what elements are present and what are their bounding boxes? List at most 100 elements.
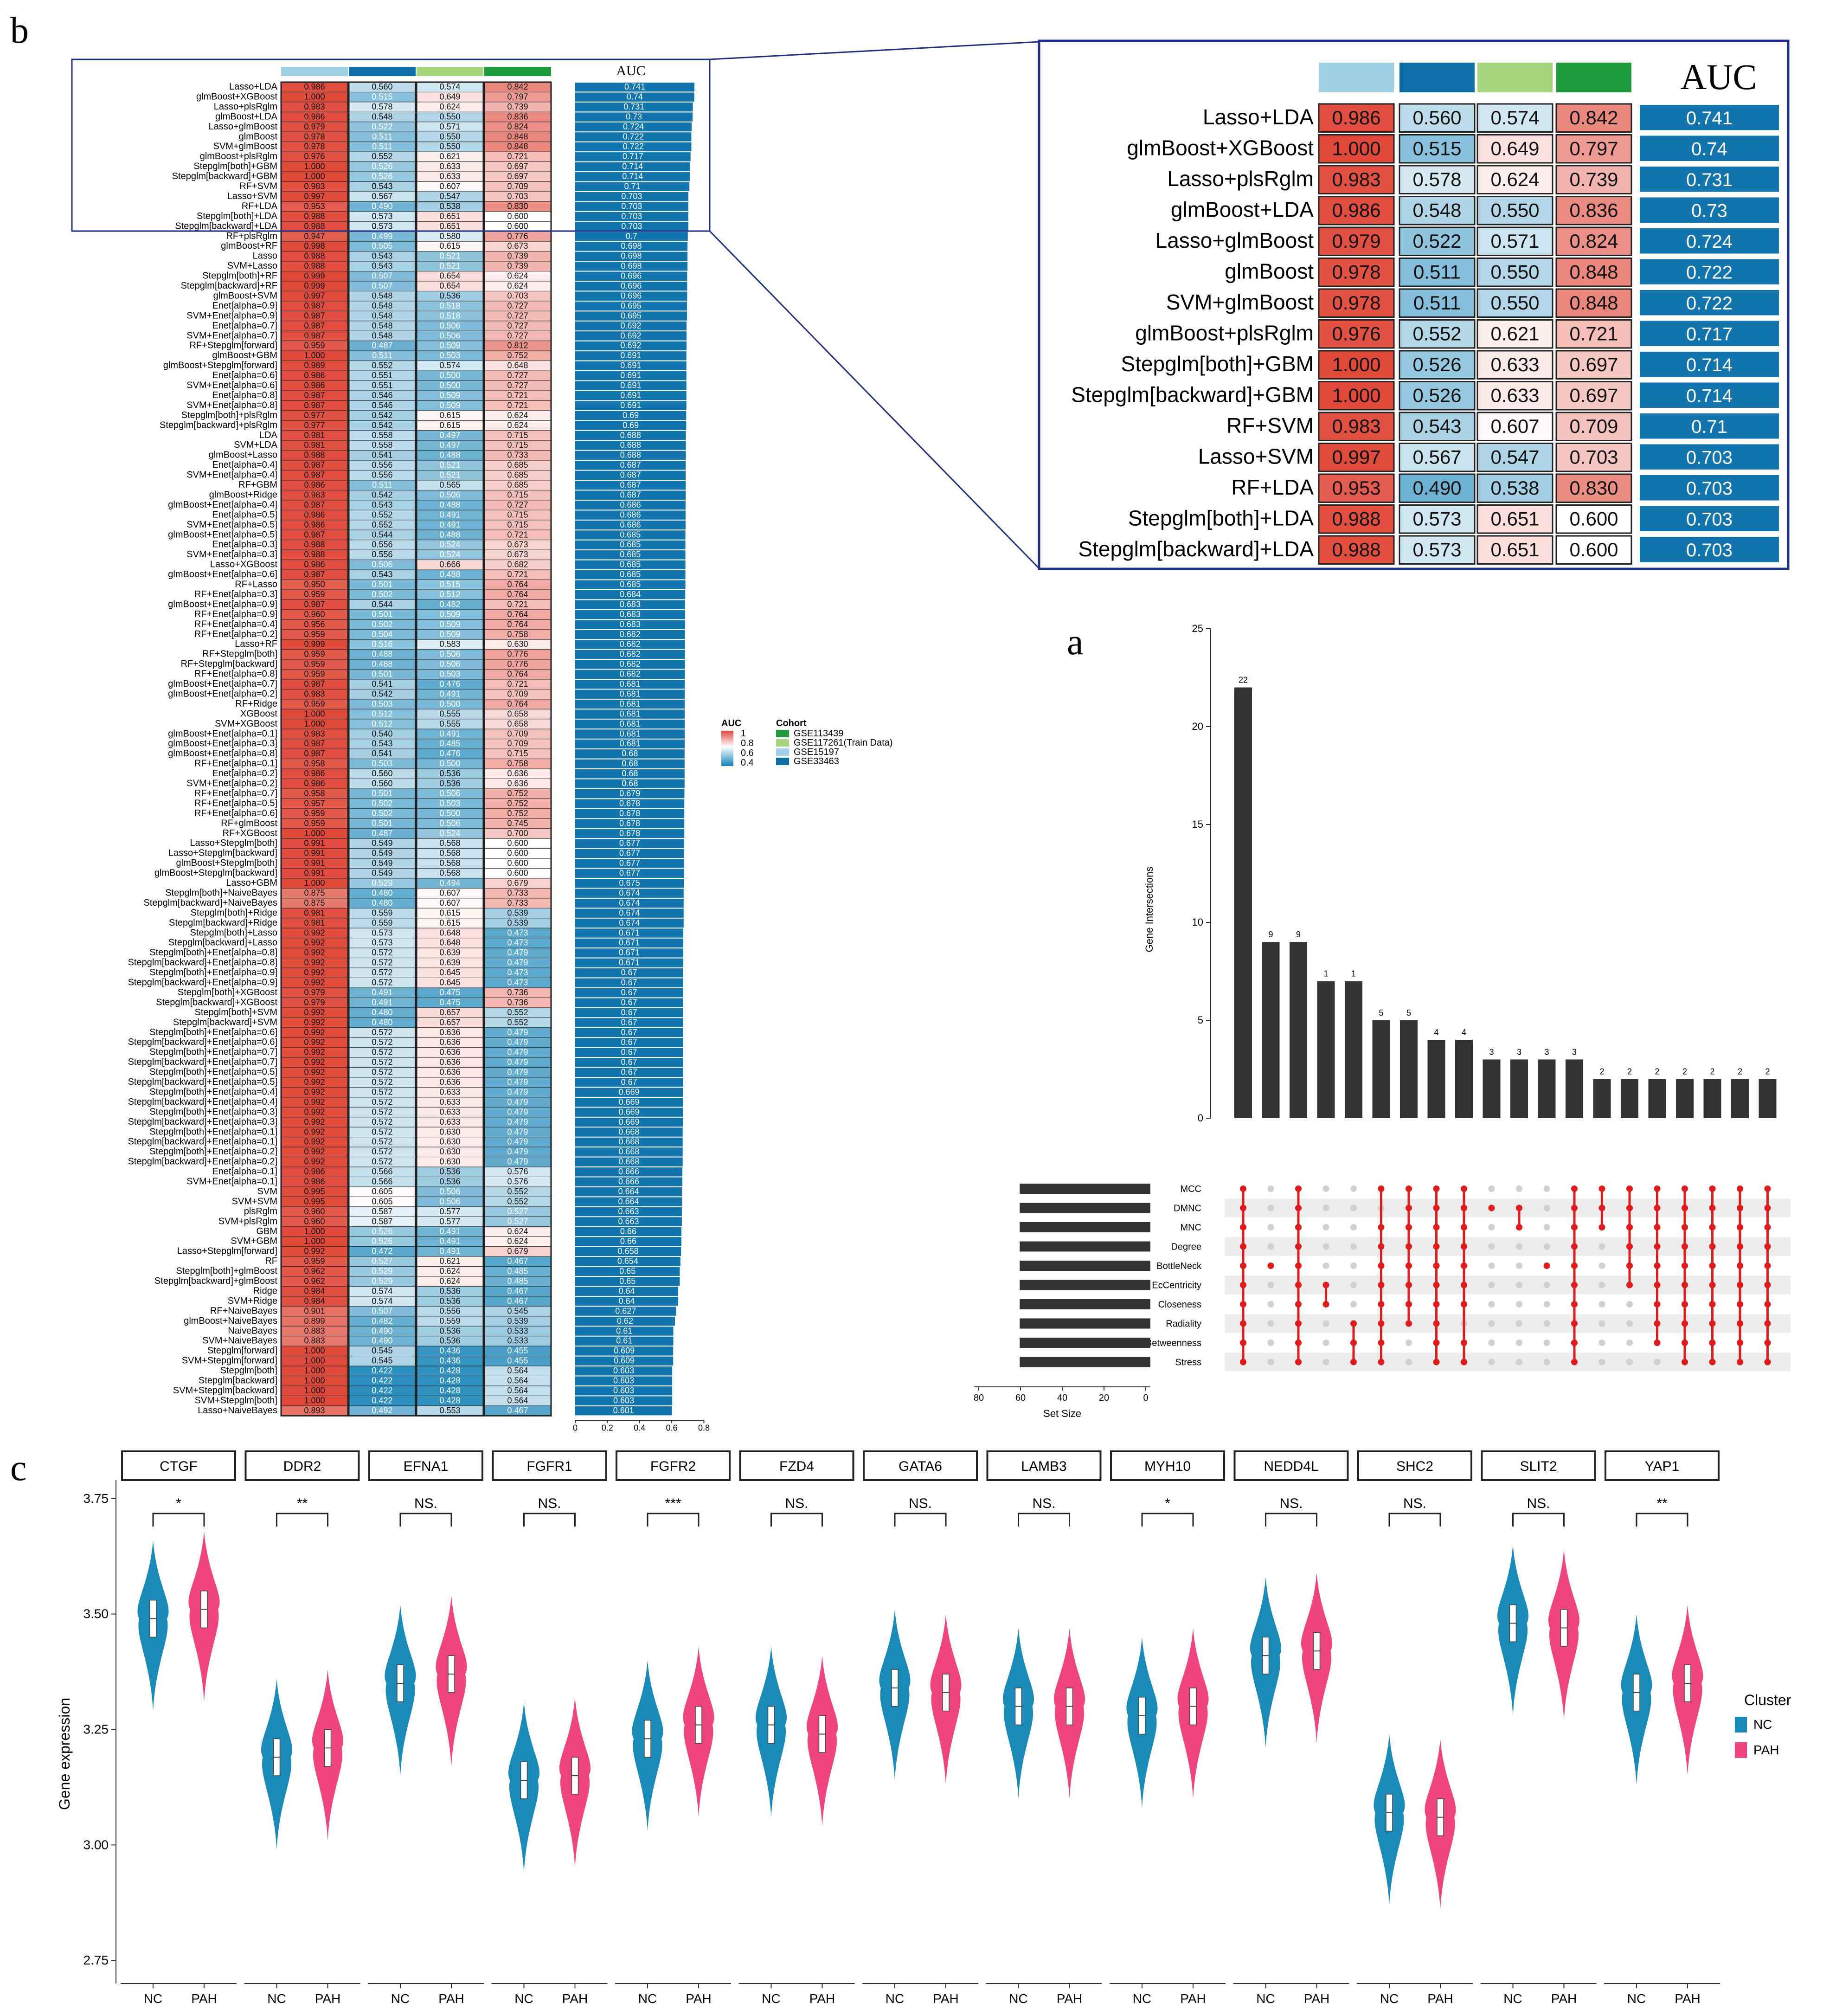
heat-cell-value: 0.962 <box>304 1267 325 1276</box>
zoom-cell-value: 0.607 <box>1490 415 1539 437</box>
auc-bar-value: 0.722 <box>623 142 644 151</box>
zoom-row-label: glmBoost+LDA <box>1171 198 1314 222</box>
upset-set-label: EcCentricity <box>1152 1281 1201 1291</box>
auc-bar-value: 0.671 <box>619 938 640 947</box>
heat-cell-value: 0.559 <box>372 918 392 927</box>
zoom-heat-cell <box>1318 535 1395 565</box>
heat-cell-value: 0.987 <box>304 570 325 579</box>
zoom-cell-value: 0.511 <box>1413 292 1461 314</box>
auc-bar-value: 0.74 <box>627 92 643 101</box>
heat-cell-value: 0.709 <box>507 739 528 748</box>
zoom-cell-value: 0.988 <box>1332 539 1380 560</box>
heat-cell-value: 0.977 <box>304 420 325 430</box>
heat-cell-value: 0.981 <box>304 918 325 927</box>
heat-cell-value: 0.733 <box>507 888 528 897</box>
auc-bar <box>575 610 685 619</box>
upset-matrix-dot <box>1267 1359 1274 1365</box>
heat-cell-value: 0.556 <box>372 470 392 480</box>
heat-cell-value: 0.987 <box>304 460 325 470</box>
auc-bar-value: 0.66 <box>620 1237 636 1246</box>
heat-cell-value: 0.559 <box>439 1316 460 1326</box>
heat-cell-value: 0.568 <box>439 869 460 878</box>
upset-set-label: Radiality <box>1166 1319 1201 1329</box>
heat-cell-value: 0.764 <box>507 699 528 708</box>
zoom-row-label: Stepglm[both]+LDA <box>1128 506 1314 530</box>
heat-cell-value: 0.959 <box>304 809 325 818</box>
heat-row-label: Stepglm[backward]+XGBoost <box>156 997 277 1007</box>
heat-cell-value: 0.587 <box>372 1207 392 1216</box>
auc-bar-value: 0.678 <box>619 829 640 838</box>
auc-bar <box>575 1127 683 1137</box>
heat-cell-value: 0.600 <box>507 849 528 858</box>
zoom-cell-value: 0.526 <box>1412 354 1461 375</box>
heat-cell-value: 0.673 <box>507 241 528 251</box>
heat-cell-value: 0.991 <box>304 858 325 868</box>
heat-cell-value: 0.572 <box>372 1157 392 1166</box>
auc-bar-value: 0.663 <box>618 1207 639 1216</box>
zoom-heat-cell <box>1318 134 1395 164</box>
facet-strip <box>863 1450 978 1481</box>
zoom-cell-value: 0.842 <box>1569 107 1618 129</box>
heat-cell-value: 0.715 <box>507 490 528 499</box>
upset-matrix-dot <box>1406 1340 1412 1346</box>
heat-cell-value: 0.428 <box>439 1396 460 1405</box>
zoom-auc-value: 0.703 <box>1686 478 1733 499</box>
heat-cell-value: 0.491 <box>439 689 460 698</box>
heat-cell-value: 0.526 <box>372 1227 392 1236</box>
heat-cell-value: 0.564 <box>507 1366 528 1375</box>
upset-bar <box>1262 942 1280 1118</box>
heat-cell-value: 1.000 <box>304 1356 325 1365</box>
auc-bar <box>575 212 688 221</box>
zoom-heat-cell <box>1476 473 1553 503</box>
auc-bar <box>575 709 685 719</box>
upset-matrix-dot <box>1322 1340 1329 1346</box>
heat-row-label: SVM+Ridge <box>228 1296 277 1306</box>
zoom-heat-cell <box>1318 443 1395 472</box>
auc-bar-value: 0.683 <box>620 599 641 609</box>
heat-cell-value: 0.624 <box>507 411 528 420</box>
heat-cell-value: 0.552 <box>372 361 392 370</box>
auc-bar <box>575 520 686 530</box>
heat-cell-value: 0.550 <box>439 142 460 151</box>
auc-bar <box>575 262 688 271</box>
upset-matrix-dot <box>1516 1359 1522 1365</box>
heat-cell-value: 0.639 <box>439 948 460 957</box>
legend-cohort-swatch <box>776 730 789 737</box>
heat-cell-value: 0.572 <box>372 1147 392 1156</box>
auc-bar <box>575 719 685 729</box>
auc-bar-value: 0.685 <box>620 540 641 549</box>
heat-cell-value: 0.544 <box>372 599 392 609</box>
upset-bar <box>1455 1040 1473 1118</box>
zoom-heat-cell <box>1318 504 1395 534</box>
heat-cell-value: 0.958 <box>304 789 325 798</box>
significance-bracket <box>1265 1513 1317 1526</box>
legend-cohort-label: GSE33463 <box>794 756 839 766</box>
heat-row-label: SVM+LDA <box>234 440 278 450</box>
upset-y-tick-label: 15 <box>1192 818 1203 830</box>
auc-bar <box>575 1058 683 1067</box>
heat-cell-value: 0.536 <box>439 291 460 300</box>
heat-cell-value: 0.636 <box>439 1077 460 1087</box>
heat-cell-value: 0.487 <box>372 829 392 838</box>
heat-cell-value: 0.543 <box>372 739 392 748</box>
heat-cell-value: 0.580 <box>439 232 460 241</box>
zoom-heat-cell <box>1318 165 1395 194</box>
heat-cell-value: 0.992 <box>304 1127 325 1136</box>
heat-cell-value: 0.636 <box>439 1028 460 1037</box>
zoom-auc-value: 0.722 <box>1686 263 1733 283</box>
auc-bar-value: 0.64 <box>618 1286 635 1295</box>
auc-bar <box>575 859 684 868</box>
heat-cell-value: 0.727 <box>507 331 528 340</box>
heat-cell-value: 0.475 <box>439 998 460 1007</box>
heat-cell-value: 0.511 <box>372 132 392 141</box>
upset-bar <box>1731 1079 1749 1118</box>
heat-cell-value: 0.422 <box>372 1386 392 1395</box>
heat-row-label: Stepglm[both]+Enet[alpha=0.8] <box>149 947 277 958</box>
heat-row-label: Enet[alpha=0.9] <box>212 301 277 311</box>
heat-cell-value: 0.500 <box>439 699 460 708</box>
auc-bar <box>575 948 683 958</box>
heat-cell-value: 0.624 <box>507 1227 528 1236</box>
zoom-cell-value: 1.000 <box>1332 385 1380 406</box>
heat-cell-value: 0.501 <box>372 789 392 798</box>
upset-matrix-dot <box>1406 1359 1412 1365</box>
